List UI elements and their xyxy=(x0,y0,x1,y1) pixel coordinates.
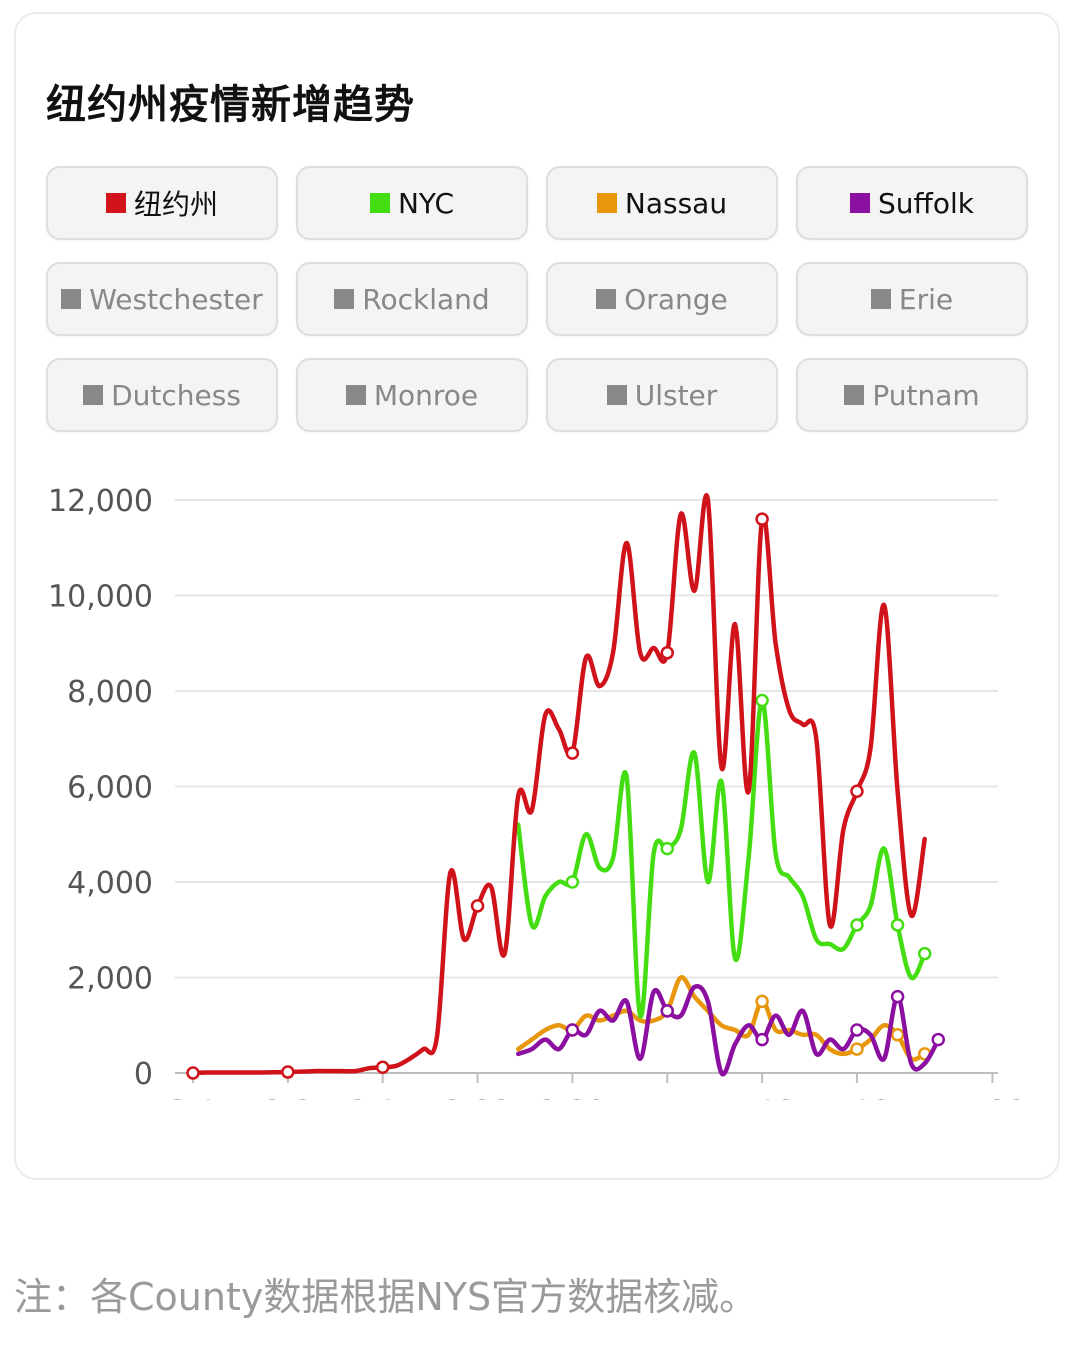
data-point xyxy=(755,1032,769,1047)
data-point xyxy=(850,918,864,932)
x-tick-label: 4-19 xyxy=(823,1095,891,1100)
legend-item-10[interactable]: Ulster xyxy=(546,358,778,432)
legend-item-0[interactable]: 纽约州 xyxy=(46,166,278,240)
legend-item-8[interactable]: Dutchess xyxy=(46,358,278,432)
legend-item-11[interactable]: Putnam xyxy=(796,358,1028,432)
line-chart: 0 2,000 4,000 6,000 8,000 10,000 12,000 3-1 3-8 3… xyxy=(48,484,1026,1100)
legend-label: Erie xyxy=(898,282,954,316)
legend-label: Monroe xyxy=(373,378,479,412)
legend-label: Putnam xyxy=(872,378,980,412)
data-point xyxy=(660,841,674,856)
legend-swatch xyxy=(105,193,126,213)
data-point xyxy=(755,693,769,708)
legend-item-2[interactable]: Nassau xyxy=(546,166,778,240)
legend-swatch xyxy=(61,289,82,309)
legend-item-3[interactable]: Suffolk xyxy=(796,166,1028,240)
legend-label: Suffolk xyxy=(878,186,974,220)
data-point xyxy=(890,989,905,1004)
legend-swatch xyxy=(844,385,865,405)
data-point xyxy=(755,994,769,1009)
data-point xyxy=(850,784,864,799)
series-line-2 xyxy=(515,975,927,1062)
y-tick-label: 2,000 xyxy=(67,962,153,997)
x-tick-label: 3-29 xyxy=(538,1095,606,1100)
legend-swatch xyxy=(83,385,104,405)
legend-item-9[interactable]: Monroe xyxy=(296,358,528,432)
legend-swatch xyxy=(606,385,627,405)
x-tick-label: 4-29 xyxy=(958,1095,1026,1100)
legend-item-7[interactable]: Erie xyxy=(796,262,1028,336)
footnote: 注：各County数据根据NYS官方数据核减。 xyxy=(14,1275,758,1319)
legend-label: 纽约州 xyxy=(133,188,218,221)
legend-swatch xyxy=(870,289,891,309)
data-point xyxy=(565,1023,580,1037)
legend-swatch xyxy=(369,193,390,213)
series-line-0 xyxy=(190,493,927,1076)
data-point xyxy=(890,1028,905,1042)
x-tick-label: 4-5 xyxy=(643,1095,692,1100)
legend-swatch xyxy=(850,193,871,213)
data-point xyxy=(660,646,674,660)
x-tick-label: 4-12 xyxy=(728,1095,796,1100)
legend-label: Dutchess xyxy=(111,378,241,412)
legend-swatch xyxy=(596,193,617,213)
data-point xyxy=(186,1066,200,1080)
data-point xyxy=(470,899,485,913)
legend-label: NYC xyxy=(397,186,455,220)
y-tick-label: 10,000 xyxy=(48,580,153,615)
data-point xyxy=(660,1004,674,1018)
data-point xyxy=(755,512,769,526)
data-point xyxy=(375,1060,390,1075)
legend-label: Orange xyxy=(624,282,728,316)
data-point xyxy=(565,746,580,760)
y-tick-label: 8,000 xyxy=(67,675,153,710)
series-line-1 xyxy=(515,698,927,1019)
legend-item-1[interactable]: NYC xyxy=(296,166,528,240)
legend-swatch xyxy=(596,289,617,309)
y-tick-label: 6,000 xyxy=(67,771,153,806)
x-tick-label: 3-1 xyxy=(169,1095,218,1100)
legend-label: Nassau xyxy=(624,186,728,220)
data-point xyxy=(931,1032,945,1047)
legend-label: Westchester xyxy=(89,282,263,316)
series-line-3 xyxy=(515,984,941,1077)
data-point xyxy=(281,1065,295,1079)
data-point xyxy=(565,875,580,889)
data-point xyxy=(917,946,932,961)
y-tick-label: 12,000 xyxy=(48,484,153,519)
data-point xyxy=(850,1042,864,1056)
legend-item-6[interactable]: Orange xyxy=(546,262,778,336)
legend-swatch xyxy=(345,385,366,405)
x-tick-label: 3-22 xyxy=(444,1095,512,1100)
legend-label: Rockland xyxy=(362,282,490,316)
legend-label: Ulster xyxy=(634,378,718,412)
data-point xyxy=(890,918,905,932)
data-point xyxy=(850,1023,864,1037)
chart-title: 纽约州疫情新增趋势 xyxy=(46,82,415,128)
y-tick-label: 0 xyxy=(134,1057,153,1092)
legend-swatch xyxy=(334,289,355,309)
legend-item-5[interactable]: Rockland xyxy=(296,262,528,336)
legend-item-4[interactable]: Westchester xyxy=(46,262,278,336)
y-tick-label: 4,000 xyxy=(67,866,153,901)
x-tick-label: 3-8 xyxy=(263,1095,312,1100)
x-tick-label: 3-15 xyxy=(349,1095,417,1100)
